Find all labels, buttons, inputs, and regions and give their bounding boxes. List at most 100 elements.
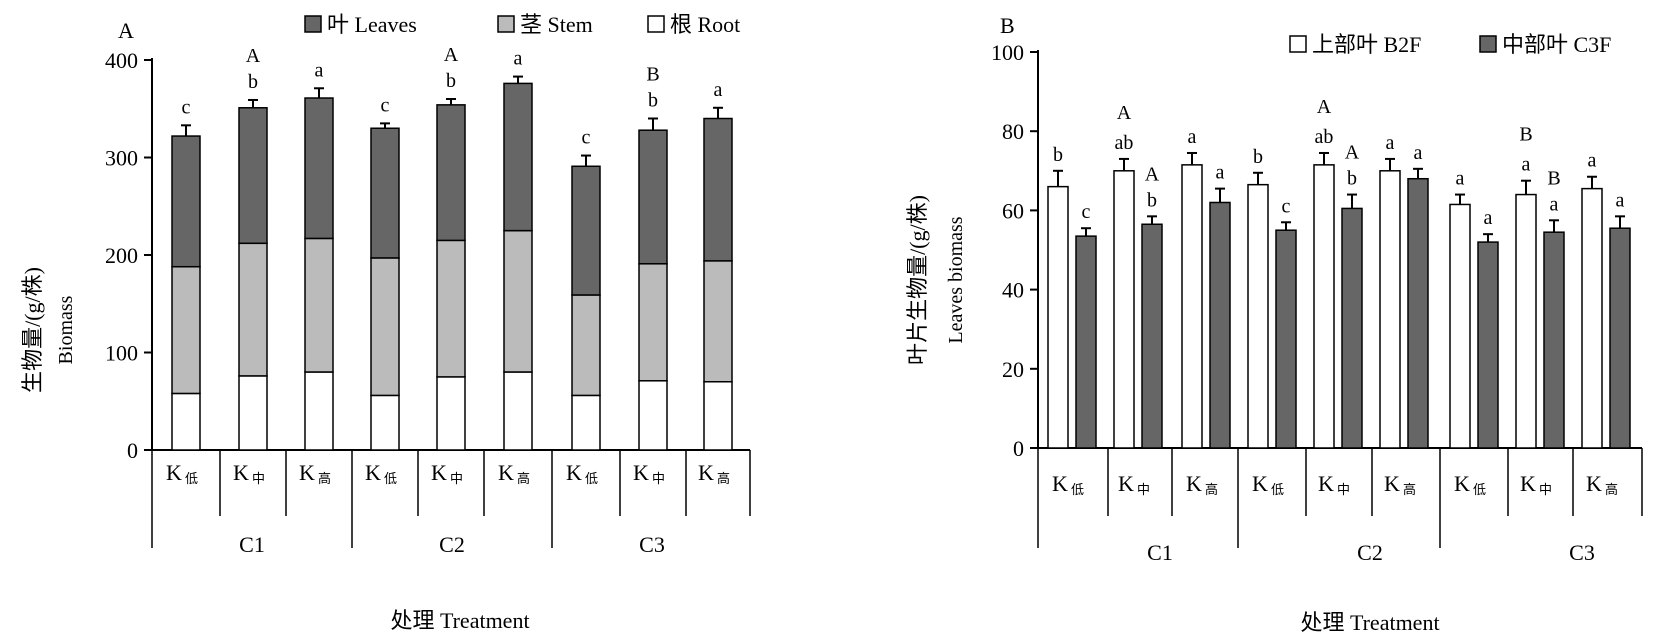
significance-letter: b: [648, 90, 658, 112]
significance-letter-upper: B: [1519, 124, 1532, 146]
panel-a-label: A: [118, 18, 134, 43]
bar-middle-leaf: [1209, 201, 1231, 449]
bar-middle-leaf: [1075, 235, 1097, 449]
bar-middle-leaf: [1477, 241, 1499, 449]
panel-a-ytick-label: 300: [105, 146, 138, 171]
significance-letter: a: [1188, 126, 1197, 148]
significance-letter-upper: A: [1317, 96, 1332, 118]
bar-leaves: [503, 82, 533, 232]
bar-stem: [370, 257, 400, 397]
bar-middle-leaf: [1141, 223, 1163, 449]
panel-b-ytick-label: 100: [991, 40, 1024, 65]
bar-root: [703, 381, 733, 451]
significance-letter: a: [1616, 189, 1625, 211]
bar-stem: [238, 242, 268, 377]
significance-letter-upper: A: [444, 44, 459, 66]
significance-letter: b: [1253, 146, 1263, 168]
panel-b-group-label: C2: [1357, 540, 1383, 565]
significance-letter: c: [582, 127, 591, 149]
significance-letter: b: [1147, 189, 1157, 211]
legend-swatch-leaves: [304, 15, 322, 33]
legend-swatch-middle-leaf: [1479, 35, 1497, 53]
bar-stem: [503, 229, 533, 373]
bar-leaves: [238, 107, 268, 245]
bar-middle-leaf: [1609, 227, 1631, 449]
bar-leaves: [436, 104, 466, 242]
bar-stem: [638, 263, 668, 382]
bar-leaves: [638, 129, 668, 265]
bar-upper-leaf: [1379, 170, 1401, 449]
legend-swatch-stem: [497, 15, 515, 33]
legend-label-stem: 茎 Stem: [520, 12, 593, 37]
significance-letter: c: [1082, 201, 1091, 223]
bar-stem: [304, 237, 334, 373]
panel-b-ytick-label: 20: [1002, 357, 1024, 382]
significance-letter-upper: A: [1117, 102, 1132, 124]
significance-letter: c: [1282, 195, 1291, 217]
bar-leaves: [571, 165, 601, 296]
panel-b-ytick-label: 80: [1002, 119, 1024, 144]
panel-b-ytick-label: 60: [1002, 198, 1024, 223]
bar-upper-leaf: [1047, 185, 1069, 449]
panel-b-ytick-label: 40: [1002, 278, 1024, 303]
significance-letter: a: [514, 48, 523, 70]
legend-label-middle-leaf: 中部叶 C3F: [1502, 32, 1611, 57]
bar-middle-leaf: [1543, 231, 1565, 449]
significance-letter: a: [1414, 142, 1423, 164]
panel-a-group-label: C1: [239, 532, 265, 557]
significance-letter: b: [1053, 144, 1063, 166]
bar-upper-leaf: [1113, 170, 1135, 449]
significance-letter: a: [1386, 132, 1395, 154]
legend-label-upper-leaf: 上部叶 B2F: [1312, 32, 1421, 57]
bar-leaves: [370, 127, 400, 259]
bar-root: [503, 371, 533, 451]
bar-upper-leaf: [1313, 164, 1335, 449]
bar-root: [436, 376, 466, 451]
significance-letter: a: [1588, 150, 1597, 172]
legend-label-leaves: 叶 Leaves: [327, 12, 417, 37]
panel-b-group-label: C1: [1147, 540, 1173, 565]
significance-letter: b: [446, 70, 456, 92]
significance-letter: ab: [1115, 132, 1134, 154]
significance-letter: a: [315, 59, 324, 81]
panel-a-ytick-label: 400: [105, 48, 138, 73]
bar-upper-leaf: [1515, 193, 1537, 449]
bar-stem: [436, 239, 466, 378]
panel-b-ylabel-en: Leaves biomass: [945, 216, 967, 343]
significance-letter: a: [1456, 168, 1465, 190]
significance-letter: ab: [1315, 126, 1334, 148]
bar-leaves: [171, 135, 201, 268]
panel-a-ytick-label: 200: [105, 243, 138, 268]
significance-letter: a: [714, 79, 723, 101]
bar-upper-leaf: [1449, 203, 1471, 449]
bar-middle-leaf: [1407, 177, 1429, 449]
panel-b-ytick-label: 0: [1013, 436, 1024, 461]
panel-a-ylabel-en: Biomass: [55, 295, 77, 364]
panel-a-ytick-label: 100: [105, 341, 138, 366]
legend-swatch-upper-leaf: [1289, 35, 1307, 53]
significance-letter-upper: A: [1345, 142, 1360, 164]
panel-a-ylabel-cn: 生物量/(g/株): [20, 267, 45, 393]
significance-letter: a: [1550, 193, 1559, 215]
significance-letter-upper: B: [646, 64, 659, 86]
significance-letter: a: [1484, 207, 1493, 229]
bar-leaves: [304, 97, 334, 240]
panel-b-group-label: C3: [1569, 540, 1595, 565]
